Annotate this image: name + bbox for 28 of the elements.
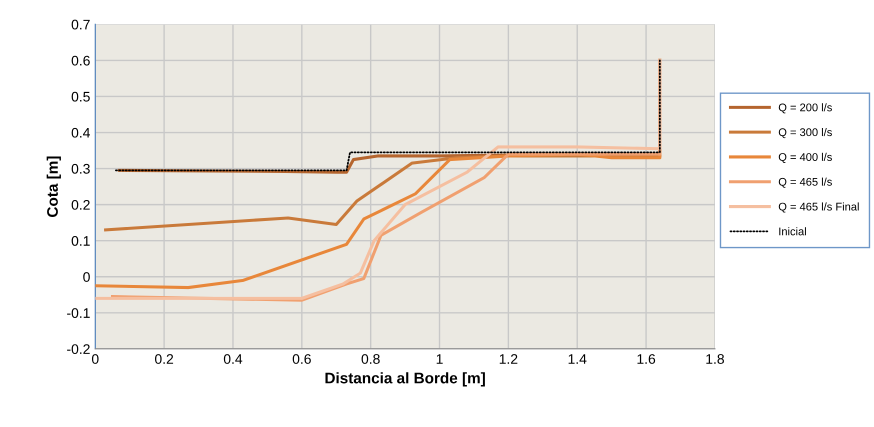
x-tick-label: 0.6 xyxy=(292,354,311,364)
y-tick-label: -0.1 xyxy=(67,308,90,318)
x-tick-label: 0.4 xyxy=(224,354,242,364)
x-tick-label: 0 xyxy=(92,354,99,364)
y-tick-label: 0.1 xyxy=(72,236,90,246)
y-tick-label: 0 xyxy=(83,272,90,282)
y-tick-label: 0.2 xyxy=(72,200,90,210)
legend-label: Q = 200 l/s xyxy=(778,103,832,114)
x-tick-label: 1 xyxy=(436,354,443,364)
y-tick-label: 0.4 xyxy=(72,128,90,138)
y-tick-label: 0.6 xyxy=(72,56,90,66)
legend-label: Inicial xyxy=(779,227,806,236)
x-tick-label: 1.2 xyxy=(500,354,518,364)
legend-label: Q = 465 l/s xyxy=(778,178,832,188)
y-tick-label: 0.5 xyxy=(72,92,90,102)
x-tick-label: 0.8 xyxy=(362,354,380,364)
y-axis-title: Cota [m] xyxy=(46,156,61,217)
y-tick-label: 0.3 xyxy=(72,164,90,174)
legend-label: Q = 465 l/s Final xyxy=(778,202,859,213)
y-tick-label: -0.2 xyxy=(67,344,90,354)
x-tick-label: 0.2 xyxy=(155,354,174,364)
x-tick-label: 1.6 xyxy=(637,354,656,364)
legend-label: Q = 300 l/s xyxy=(778,128,832,138)
legend-label: Q = 400 l/s xyxy=(778,152,832,163)
x-tick-label: 1.4 xyxy=(568,354,586,364)
x-tick-label: 1.8 xyxy=(706,354,724,364)
x-axis-title: Distancia al Borde [m] xyxy=(325,372,485,386)
y-tick-label: 0.7 xyxy=(72,20,90,30)
